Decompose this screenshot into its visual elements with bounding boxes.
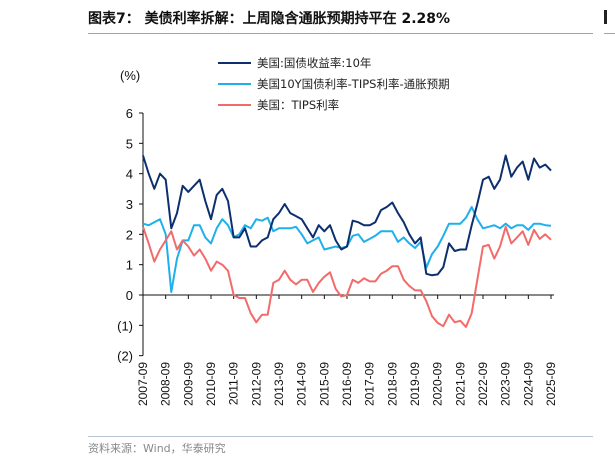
x-tick-label: 2009-09 — [181, 362, 195, 406]
x-tick-label: 2019-09 — [408, 362, 422, 406]
legend-label-2: 美国：TIPS利率 — [257, 98, 339, 112]
y-tick-label: (1) — [117, 318, 133, 333]
x-tick-label: 2024-09 — [521, 362, 535, 406]
adjacent-figure-edge — [604, 10, 607, 24]
legend-label-0: 美国:国债收益率:10年 — [257, 56, 371, 70]
x-tick-label: 2020-09 — [431, 362, 445, 406]
y-axis-unit: (%) — [120, 68, 140, 83]
legend: 美国:国债收益率:10年美国10Y国债利率-TIPS利率-通胀预期美国：TIPS… — [218, 56, 450, 112]
series-lines — [142, 154, 552, 328]
x-tick-label: 2008-09 — [159, 362, 173, 406]
source-note: 资料来源：Wind，华泰研究 — [88, 442, 226, 455]
y-tick-label: 4 — [126, 167, 133, 182]
title-divider — [88, 33, 593, 34]
x-tick-label: 2022-09 — [476, 362, 490, 406]
x-tick-label: 2012-09 — [249, 362, 263, 406]
x-tick-label: 2013-09 — [272, 362, 286, 406]
chart-title: 图表7： 美债利率拆解：上周隐含通胀预期持平在 2.28% — [88, 11, 451, 27]
x-tick-label: 2014-09 — [295, 362, 309, 406]
x-tick-label: 2007-09 — [136, 362, 150, 406]
source-divider — [88, 436, 593, 437]
adjacent-figure-divider — [604, 33, 615, 34]
x-tick-label: 2010-09 — [204, 362, 218, 406]
y-tick-label: 3 — [126, 197, 133, 212]
x-tick-label: 2021-09 — [453, 362, 467, 406]
x-tick-label: 2017-09 — [363, 362, 377, 406]
y-tick-label: 5 — [126, 136, 133, 151]
x-tick-label: 2015-09 — [317, 362, 331, 406]
axes: 6 5 4 3 2 1 0 (1) (2)2007-09 2008-09 2009-09 2010-0… — [117, 106, 558, 406]
x-tick-label: 2018-09 — [385, 362, 399, 406]
y-tick-label: 6 — [126, 106, 133, 121]
y-tick-label: 1 — [126, 258, 133, 273]
y-tick-label: 2 — [126, 227, 133, 242]
series-line-0 — [142, 154, 552, 277]
x-tick-label: 2011-09 — [227, 362, 241, 405]
y-tick-label: (2) — [117, 349, 133, 364]
x-tick-label: 2016-09 — [340, 362, 354, 406]
series-line-2 — [142, 225, 552, 328]
y-tick-label: 0 — [126, 288, 133, 303]
x-tick-label: 2025-09 — [544, 362, 558, 406]
x-tick-label: 2023-09 — [499, 362, 513, 406]
legend-label-1: 美国10Y国债利率-TIPS利率-通胀预期 — [257, 77, 450, 91]
